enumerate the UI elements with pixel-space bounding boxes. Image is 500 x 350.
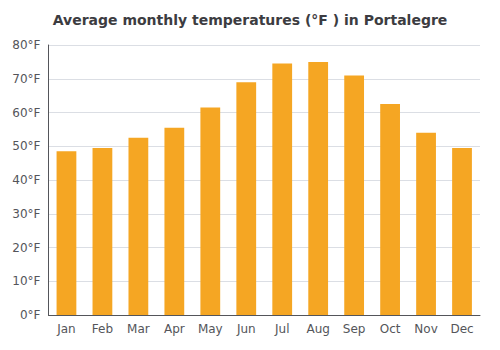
svg-text:0°F: 0°F: [20, 308, 41, 322]
svg-text:May: May: [198, 322, 223, 336]
svg-text:30°F: 30°F: [12, 207, 40, 221]
svg-text:Feb: Feb: [92, 322, 113, 336]
svg-text:Aug: Aug: [306, 322, 329, 336]
svg-text:Jan: Jan: [56, 322, 76, 336]
svg-text:70°F: 70°F: [12, 72, 40, 86]
svg-text:Mar: Mar: [127, 322, 150, 336]
svg-text:Jul: Jul: [274, 322, 289, 336]
svg-text:Sep: Sep: [343, 322, 366, 336]
svg-text:20°F: 20°F: [12, 241, 40, 255]
svg-text:Dec: Dec: [450, 322, 473, 336]
svg-text:Apr: Apr: [164, 322, 185, 336]
svg-text:Nov: Nov: [414, 322, 437, 336]
svg-text:60°F: 60°F: [12, 106, 40, 120]
svg-text:Average monthly temperatures (: Average monthly temperatures (°F ) in Po…: [53, 12, 448, 28]
svg-text:40°F: 40°F: [12, 173, 40, 187]
svg-text:10°F: 10°F: [12, 274, 40, 288]
svg-text:80°F: 80°F: [12, 38, 40, 52]
svg-text:50°F: 50°F: [12, 139, 40, 153]
svg-text:Jun: Jun: [236, 322, 256, 336]
svg-text:Oct: Oct: [380, 322, 401, 336]
